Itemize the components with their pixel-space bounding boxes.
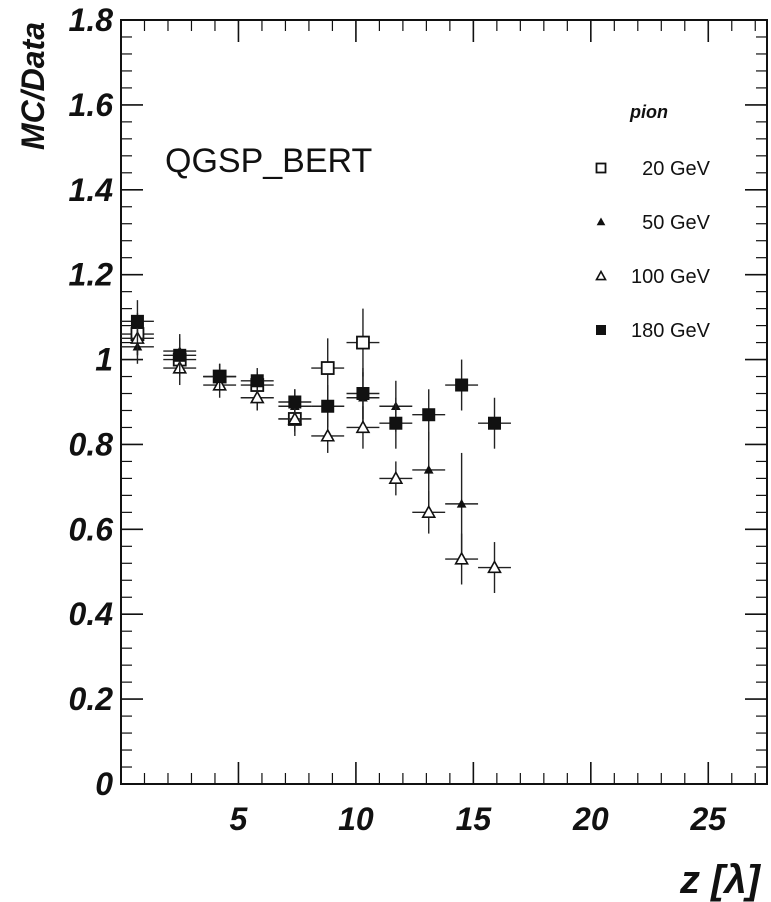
series-open-triangle <box>121 321 511 593</box>
y-tick-label: 0 <box>95 766 113 802</box>
x-tick-label: 5 <box>230 801 249 837</box>
x-tick-label: 10 <box>338 801 374 837</box>
marker-open-triangle <box>249 390 265 404</box>
x-axis-title: z [λ] <box>679 858 762 902</box>
legend: 20 GeV 50 GeV 100 GeV 180 GeV <box>595 158 711 342</box>
marker-filled-square <box>455 378 469 392</box>
marker-filled-square <box>250 374 264 388</box>
marker-filled-square <box>488 416 502 430</box>
x-tick-label: 20 <box>572 801 609 837</box>
y-axis-title: MC/Data <box>15 22 51 150</box>
plot-frame <box>120 19 768 785</box>
marker-filled-triangle <box>423 464 434 474</box>
marker-open-square <box>595 162 607 174</box>
legend-item: 180 GeV <box>596 320 711 342</box>
marker-open-square <box>356 335 370 350</box>
marker-open-triangle <box>454 551 469 565</box>
marker-open-triangle <box>487 559 502 574</box>
y-tick-label: 0.8 <box>69 426 114 462</box>
y-tick-label: 1 <box>95 342 113 378</box>
series-open-square <box>121 308 380 436</box>
y-tick-label: 1.4 <box>69 172 114 208</box>
x-tick-label: 15 <box>456 801 493 837</box>
series-filled-square <box>121 300 511 449</box>
y-tick-label: 1.6 <box>69 87 114 123</box>
marker-open-triangle <box>388 470 404 485</box>
marker-open-triangle <box>320 428 336 442</box>
marker-filled-square <box>356 387 370 401</box>
marker-open-triangle <box>421 504 437 518</box>
marker-open-square <box>320 361 335 375</box>
marker-open-triangle <box>595 269 607 281</box>
axis-tick-labels: 0 0.2 0.4 0.6 0.8 1 1.2 1.4 1.6 1.8 5 10 15 20 25 <box>69 2 728 837</box>
marker-filled-square <box>130 314 144 328</box>
legend-title: pion <box>629 102 668 122</box>
x-tick-label: 25 <box>689 801 727 837</box>
marker-filled-square <box>213 370 227 384</box>
y-tick-label: 1.2 <box>69 257 114 293</box>
marker-filled-square <box>422 408 436 422</box>
marker-open-triangle <box>287 411 303 425</box>
legend-label: 100 GeV <box>631 266 711 288</box>
marker-filled-square <box>389 416 403 430</box>
marker-filled-square <box>173 348 187 362</box>
marker-filled-square <box>321 399 335 413</box>
legend-item: 50 GeV <box>596 212 711 234</box>
marker-open-triangle <box>355 419 371 434</box>
axis-ticks <box>121 19 767 785</box>
legend-label: 180 GeV <box>631 320 711 342</box>
marker-filled-triangle <box>596 217 606 226</box>
marker-filled-triangle <box>456 498 467 508</box>
marker-filled-square <box>288 395 302 409</box>
legend-item: 20 GeV <box>595 158 711 180</box>
data-points <box>121 300 511 593</box>
marker-filled-square <box>596 325 606 335</box>
y-tick-label: 0.4 <box>69 596 114 632</box>
legend-label: 20 GeV <box>642 158 710 180</box>
legend-label: 50 GeV <box>642 212 710 234</box>
y-tick-label: 0.2 <box>69 681 114 717</box>
legend-item: 100 GeV <box>595 266 711 288</box>
y-tick-label: 1.8 <box>69 2 114 38</box>
y-tick-label: 0.6 <box>69 511 114 547</box>
chart-annotation: QGSP_BERT <box>165 142 372 180</box>
